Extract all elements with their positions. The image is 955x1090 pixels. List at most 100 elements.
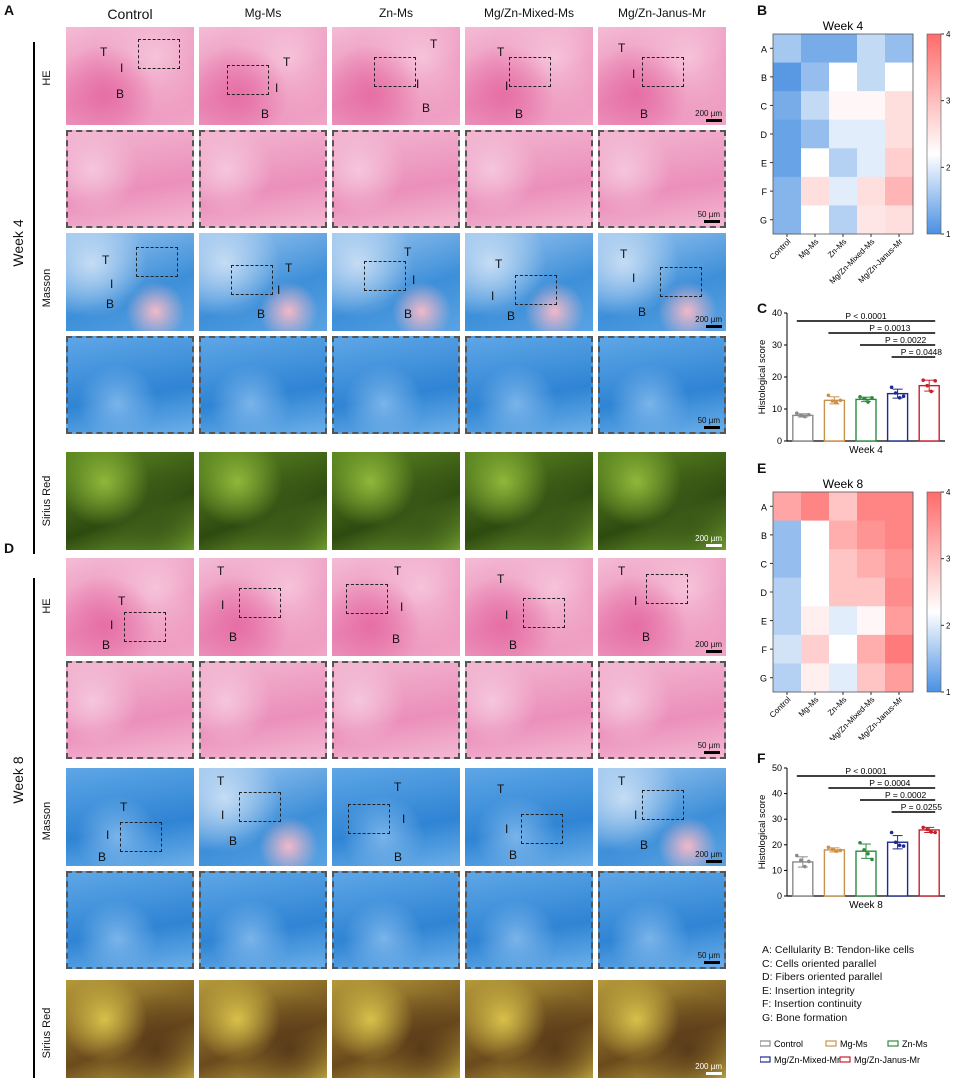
scale-bar-line <box>704 961 720 964</box>
heatmap-cell <box>885 663 914 693</box>
histology-image: 200 µm <box>598 980 726 1078</box>
heatmap-cell <box>857 634 886 664</box>
key-line: A: Cellularity B: Tendon-like cells <box>762 944 915 956</box>
heatmap-col-label: Control <box>768 237 793 262</box>
data-point <box>889 830 894 835</box>
region-of-interest-box <box>523 598 565 628</box>
data-point <box>893 391 898 395</box>
region-label: T <box>120 800 128 814</box>
data-point <box>834 849 839 853</box>
scale-bar-label: 200 µm <box>695 1062 722 1071</box>
heatmap-cell <box>857 119 886 149</box>
bar <box>886 841 909 897</box>
region-of-interest-box <box>231 265 273 295</box>
scale-bar-label: 50 µm <box>697 210 720 219</box>
region-label: I <box>505 608 509 622</box>
heatmap-cell <box>801 62 830 92</box>
scale-bar-label: 200 µm <box>695 850 722 859</box>
region-of-interest-box <box>646 574 688 604</box>
histology-image <box>66 661 194 759</box>
histology-image <box>66 130 194 228</box>
region-label: T <box>618 774 626 788</box>
scale-bar-label: 50 µm <box>697 951 720 960</box>
legend-swatch <box>760 1056 771 1063</box>
heatmap-cell <box>773 34 802 64</box>
colorbar <box>926 491 942 693</box>
key-line: G: Bone formation <box>762 1011 848 1024</box>
y-tick-label: 40 <box>772 308 782 318</box>
region-label: B <box>392 632 401 646</box>
scale-bar-line <box>706 860 722 863</box>
histology-image <box>66 452 194 550</box>
region-label: I <box>277 283 281 297</box>
region-label: I <box>412 273 416 287</box>
heatmap-cell <box>773 148 802 178</box>
region-of-interest-box <box>346 584 388 614</box>
scale-bar-label: 50 µm <box>697 741 720 750</box>
data-point <box>921 825 925 830</box>
region-label: B <box>98 850 107 864</box>
histology-image <box>199 130 327 228</box>
scale-bar: 200 µm <box>695 534 722 547</box>
row-label-he-w4: HE <box>41 70 53 86</box>
histology-image <box>332 452 460 550</box>
histology-image: 50 µm <box>598 130 726 228</box>
week4-label: Week 4 <box>10 219 26 267</box>
region-of-interest-box <box>239 588 281 618</box>
y-tick-label: 30 <box>772 814 782 824</box>
heatmap-cell <box>885 148 914 178</box>
heatmap-col-label: Mg-Ms <box>797 237 821 261</box>
y-tick-label: 0 <box>777 436 782 446</box>
region-of-interest-box <box>515 275 557 305</box>
heatmap-cell <box>857 577 886 607</box>
histology-image: 50 µm <box>598 336 726 434</box>
heatmap-cell <box>885 176 914 206</box>
histology-image <box>332 871 460 969</box>
histology-image <box>465 336 593 434</box>
data-point <box>897 843 902 848</box>
legend-swatch <box>760 1040 771 1047</box>
heatmap-row-label: E <box>761 159 767 169</box>
scale-bar: 200 µm <box>695 109 722 122</box>
region-label: B <box>106 297 115 311</box>
p-value-label: P = 0.0022 <box>885 335 926 345</box>
week8-label: Week 8 <box>10 756 26 804</box>
y-tick-label: 30 <box>772 340 782 350</box>
heatmap-row-label: D <box>761 130 768 140</box>
key-line: D: Fibers oriented parallel <box>762 971 883 983</box>
heatmap-cell <box>773 205 802 235</box>
region-label: B <box>394 850 403 864</box>
region-label: B <box>507 309 516 323</box>
data-point <box>830 847 835 852</box>
data-point <box>862 848 866 852</box>
heatmap-cell <box>773 520 802 550</box>
data-point <box>866 851 870 856</box>
group-legend: Control Mg-Ms Zn-Ms Mg/Zn-Mixed-Mr Mg/Zn-Jan… <box>760 1040 928 1065</box>
heatmap-row-label: D <box>761 588 768 598</box>
bar <box>792 414 814 442</box>
region-of-interest-box <box>239 792 281 822</box>
region-label: B <box>116 87 125 101</box>
region-label: T <box>495 257 503 271</box>
region-label: I <box>275 81 279 95</box>
heatmap-cell <box>801 520 830 550</box>
heatmap-cell <box>885 520 914 550</box>
heatmap-row-label: F <box>762 187 768 197</box>
heatmap-cell <box>857 549 886 579</box>
colorbar-tick-label: 4 <box>946 488 951 497</box>
heatmap-cell <box>773 119 802 149</box>
heatmap-cell <box>885 577 914 607</box>
histology-image: 50 µm <box>598 871 726 969</box>
scale-bar-line <box>706 325 722 328</box>
heatmap-cell <box>773 549 802 579</box>
data-point <box>838 848 843 853</box>
heatmap-cell <box>829 492 858 522</box>
region-label: I <box>110 618 114 632</box>
heatmap-row-label: C <box>761 559 768 569</box>
region-label: B <box>404 307 413 321</box>
